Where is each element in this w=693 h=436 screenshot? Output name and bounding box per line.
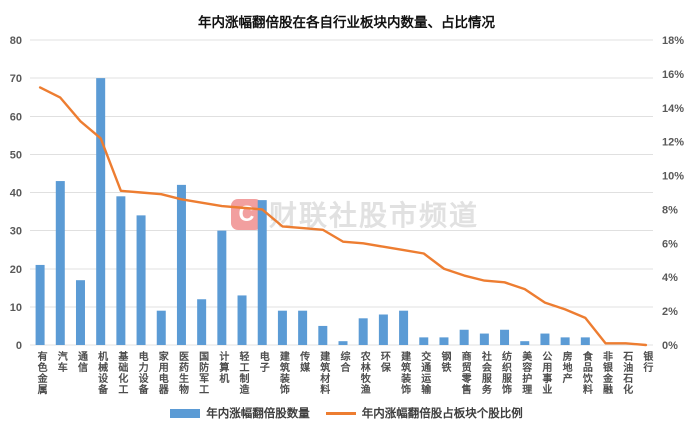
bar <box>358 318 368 345</box>
legend-line-swatch <box>325 411 356 415</box>
legend: 年内涨幅翻倍股数量 年内涨幅翻倍股占板块个股比例 <box>0 405 693 421</box>
right-axis-tick-label: 12% <box>662 137 684 149</box>
left-axis-tick-label: 0 <box>16 340 22 352</box>
left-axis-tick-label: 80 <box>10 35 22 47</box>
left-axis-tick-label: 30 <box>10 226 22 238</box>
right-axis-tick-label: 8% <box>662 204 678 216</box>
bar <box>156 310 166 345</box>
chart-title: 年内涨幅翻倍股在各自行业板块内数量、占比情况 <box>198 15 495 30</box>
left-axis-tick-label: 50 <box>10 149 22 161</box>
bar <box>75 280 85 345</box>
bar <box>520 341 530 345</box>
cailianshe-logo-icon: C <box>231 198 262 230</box>
bar <box>257 200 267 345</box>
ratio-line <box>38 86 648 347</box>
left-axis-tick-label: 70 <box>10 73 22 85</box>
right-axis-tick-label: 10% <box>662 171 684 183</box>
bar <box>439 337 449 345</box>
bar <box>540 333 550 345</box>
bar <box>298 310 308 345</box>
bar <box>338 341 348 345</box>
right-axis-tick-label: 0% <box>662 340 678 352</box>
left-axis-tick-label: 60 <box>10 111 22 123</box>
bar <box>419 337 429 345</box>
legend-item-line-series: 年内涨幅翻倍股占板块个股比例 <box>325 405 523 421</box>
bar <box>237 295 247 345</box>
right-axis-tick-label: 6% <box>662 238 678 250</box>
right-axis-tick-label: 4% <box>662 272 678 284</box>
watermark-text: 财联社股市频道 <box>269 200 480 231</box>
right-axis-tick-label: 18% <box>662 35 684 47</box>
bar <box>136 215 146 345</box>
bar <box>197 299 207 345</box>
bar <box>217 230 227 345</box>
legend-line-label: 年内涨幅翻倍股占板块个股比例 <box>361 408 523 420</box>
bar <box>55 181 65 345</box>
legend-bar-label: 年内涨幅翻倍股数量 <box>206 408 310 420</box>
bar <box>580 337 590 345</box>
legend-item-bar-series: 年内涨幅翻倍股数量 <box>170 405 310 421</box>
right-axis-tick-label: 16% <box>662 69 684 81</box>
left-axis-tick-label: 10 <box>10 302 22 314</box>
legend-bar-swatch <box>170 408 201 418</box>
bar <box>277 310 287 345</box>
bar <box>479 333 489 345</box>
right-axis-tick-label: 2% <box>662 306 678 318</box>
bar <box>176 184 186 345</box>
bar <box>459 329 469 345</box>
bar <box>378 314 388 345</box>
bar <box>560 337 570 345</box>
right-axis-tick-label: 14% <box>662 103 684 115</box>
bar <box>399 310 409 345</box>
watermark: C 财联社股市频道 <box>231 194 479 234</box>
left-axis-tick-label: 40 <box>10 188 22 200</box>
left-axis-tick-label: 20 <box>10 264 22 276</box>
bar <box>35 264 45 345</box>
bar <box>116 196 126 345</box>
bar <box>96 78 106 345</box>
bar <box>500 329 510 345</box>
bar <box>318 325 328 345</box>
